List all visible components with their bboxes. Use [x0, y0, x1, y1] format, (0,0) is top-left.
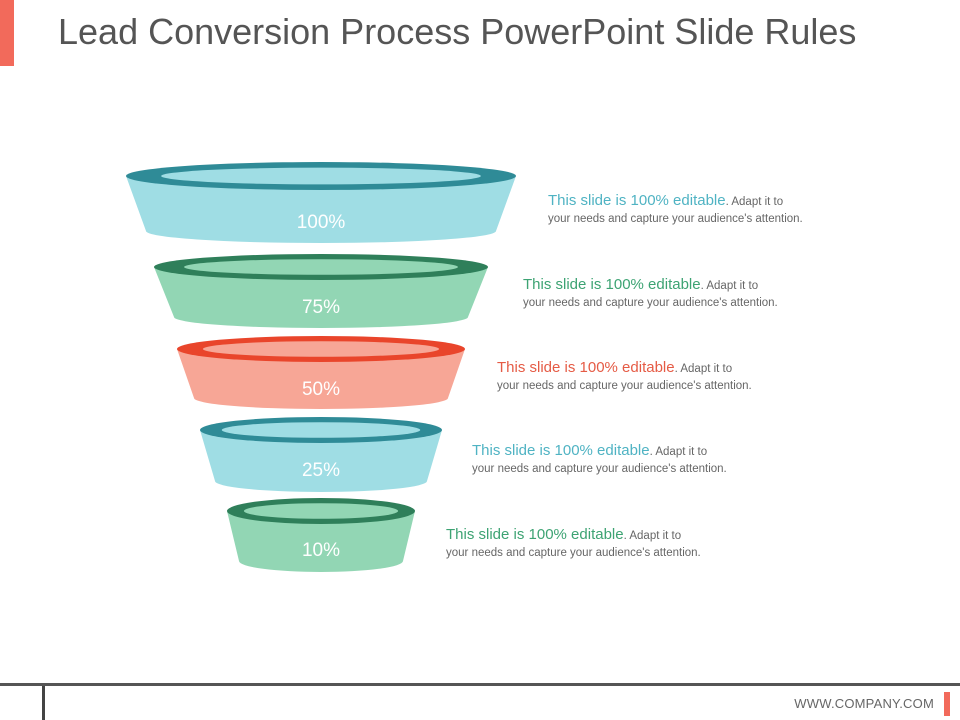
funnel-tier-label: 25% [302, 460, 340, 481]
funnel-tier-1: 100% [126, 162, 516, 243]
funnel-tier-2: 75% [154, 254, 488, 328]
tier-description-text: your needs and capture your audience's a… [548, 213, 803, 225]
tier-description-2: This slide is 100% editable. Adapt it to… [523, 277, 853, 311]
tier-description-text: your needs and capture your audience's a… [472, 463, 727, 475]
funnel-tier-body [200, 430, 442, 492]
funnel-tier-opening [202, 341, 440, 357]
tier-description-headline: This slide is 100% editable [548, 192, 726, 209]
funnel-tier-opening [161, 167, 481, 185]
tier-description-text: . Adapt it to [700, 280, 759, 292]
tier-description-text: your needs and capture your audience's a… [497, 380, 752, 392]
funnel-tier-5: 10% [227, 498, 415, 572]
funnel-tier-label: 50% [302, 379, 340, 400]
tier-description-text: . Adapt it to [649, 446, 708, 458]
funnel-tier-opening [243, 503, 399, 519]
funnel-tier-label: 75% [302, 297, 340, 318]
page-title: Lead Conversion Process PowerPoint Slide… [58, 11, 857, 52]
funnel-tier-4: 25% [200, 417, 442, 492]
footer-left-bar [42, 686, 45, 720]
tier-description-headline: This slide is 100% editable [497, 359, 675, 376]
funnel-tier-label: 10% [302, 540, 340, 561]
funnel-tier-label: 100% [297, 212, 346, 233]
funnel-tier-opening [221, 422, 421, 438]
footer-url: WWW.COMPANY.COM [794, 696, 934, 711]
funnel-tier-body [126, 176, 516, 243]
funnel-tier-body [227, 511, 415, 572]
tier-description-3: This slide is 100% editable. Adapt it to… [497, 360, 827, 394]
tier-description-1: This slide is 100% editable. Adapt it to… [548, 193, 878, 227]
tier-description-text: . Adapt it to [725, 196, 784, 208]
tier-description-text: your needs and capture your audience's a… [446, 547, 701, 559]
funnel-tier-body [154, 267, 488, 328]
tier-description-5: This slide is 100% editable. Adapt it to… [446, 527, 776, 561]
tier-description-headline: This slide is 100% editable [446, 526, 624, 543]
tier-description-text: your needs and capture your audience's a… [523, 297, 778, 309]
tier-description-text: . Adapt it to [674, 363, 733, 375]
funnel-tier-3: 50% [177, 336, 465, 409]
tier-description-text: . Adapt it to [623, 530, 682, 542]
title-accent-bar [0, 0, 14, 66]
tier-description-4: This slide is 100% editable. Adapt it to… [472, 443, 802, 477]
funnel-tier-opening [184, 259, 458, 275]
funnel-tier-body [177, 349, 465, 409]
tier-description-headline: This slide is 100% editable [523, 276, 701, 293]
tier-description-headline: This slide is 100% editable [472, 442, 650, 459]
footer-divider [0, 683, 960, 686]
footer-accent-bar [944, 692, 950, 716]
